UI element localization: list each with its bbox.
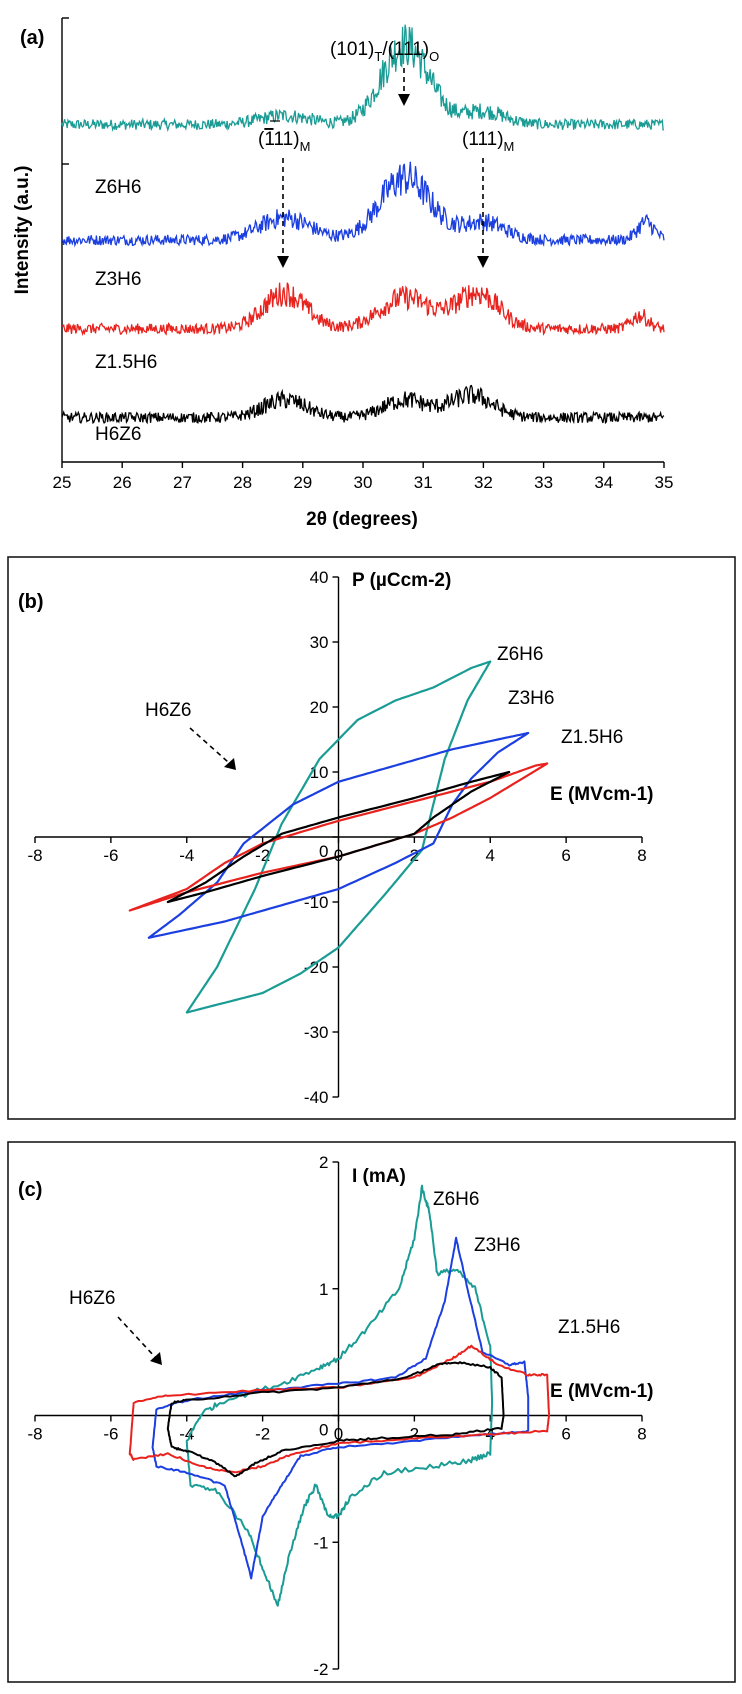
- a-x-tick-label-3: 28: [233, 473, 252, 492]
- a-x-tick-label-5: 30: [354, 473, 373, 492]
- b-y-tick-label-7: -30: [304, 1023, 329, 1042]
- b-loop-z15h6: [128, 762, 549, 912]
- a-x-tick-label-8: 33: [534, 473, 553, 492]
- c-label-z3h6: Z3H6: [474, 1235, 520, 1256]
- a-label-h6z6: H6Z6: [95, 424, 141, 445]
- panel-b-label: (b): [18, 591, 44, 613]
- b-y-tick-label-6: -20: [304, 958, 329, 977]
- c-y-tick-label-2: 0: [319, 1421, 328, 1440]
- a-x-tick-label-0: 25: [53, 473, 72, 492]
- panel-c-series: [128, 1184, 551, 1607]
- panel-a-series: [61, 24, 665, 425]
- c-y-tick-label-1: 1: [319, 1280, 328, 1299]
- c-y-tick-label-3: -1: [313, 1533, 328, 1552]
- panel-a-label: (a): [20, 27, 44, 49]
- a-series-z3h6: [61, 161, 665, 248]
- a-series-z6h6: [61, 24, 665, 133]
- b-x-tick-label-6: 4: [486, 846, 495, 865]
- b-h6z6-arrowhead: [224, 758, 236, 770]
- b-loop-z6h6: [185, 660, 492, 1014]
- c-x-tick-label-1: -6: [103, 1425, 118, 1444]
- a-x-tick-label-6: 31: [414, 473, 433, 492]
- a-label-z3h6: Z3H6: [95, 269, 141, 290]
- b-label-z6h6: Z6H6: [497, 644, 543, 665]
- panel-b-series: [128, 660, 549, 1014]
- a-series-z15h6: [61, 282, 665, 337]
- panel-b-frame: [7, 556, 736, 1120]
- b-x-tick-label-7: 6: [561, 846, 570, 865]
- a-series-h6z6: [61, 384, 665, 425]
- b-x-tick-label-1: -6: [103, 846, 118, 865]
- c-label-z6h6: Z6H6: [433, 1189, 479, 1210]
- c-label-h6z6: H6Z6: [69, 1288, 115, 1309]
- b-loop-h6z6: [166, 770, 511, 904]
- c-h6z6-arrowhead: [150, 1352, 162, 1365]
- panel-c-xlabel: E (MVcm-1): [550, 1381, 653, 1402]
- c-loop-h6z6: [166, 1361, 505, 1478]
- a-x-tick-label-7: 32: [474, 473, 493, 492]
- a-label-z15h6: Z1.5H6: [95, 352, 157, 373]
- b-y-tick-label-8: -40: [304, 1088, 329, 1107]
- peak-label-m-bar-text: (111)M: [258, 129, 310, 154]
- panel-a-ylabel: Intensity (a.u.): [12, 166, 33, 295]
- peak-label-t-o: (101)T/(111)O: [330, 39, 439, 64]
- panel-a: (a) 25 26 27 28 29 30 31 32 33 34 35 Intensity (a.…: [12, 17, 674, 530]
- b-label-z3h6: Z3H6: [508, 688, 554, 709]
- panel-c-label: (c): [18, 1179, 42, 1201]
- c-y-tick-label-0: 2: [319, 1153, 328, 1172]
- c-x-tick-label-8: 8: [637, 1425, 646, 1444]
- a-x-tick-label-2: 27: [173, 473, 192, 492]
- c-x-tick-label-3: -2: [255, 1425, 270, 1444]
- b-h6z6-arrow: [189, 727, 229, 763]
- c-x-tick-label-7: 6: [561, 1425, 570, 1444]
- c-y-tick-label-4: -2: [313, 1660, 328, 1679]
- c-x-tick-label-0: -8: [27, 1425, 42, 1444]
- peak-label-m: (111)M: [462, 129, 514, 154]
- panel-a-x-ticks: 25 26 27 28 29 30 31 32 33 34 35: [53, 462, 674, 492]
- b-label-h6z6: H6Z6: [145, 700, 191, 721]
- c-h6z6-arrow: [117, 1316, 156, 1358]
- b-y-tick-label-1: 30: [310, 633, 329, 652]
- panel-c-frame: [7, 1141, 736, 1683]
- a-x-tick-label-1: 26: [113, 473, 132, 492]
- peak-arrowhead-m: [477, 256, 489, 268]
- b-y-tick-label-0: 40: [310, 568, 329, 587]
- peak-arrowhead-m-bar: [277, 256, 289, 268]
- c-loop-z3h6: [151, 1236, 530, 1580]
- b-y-tick-label-2: 20: [310, 698, 329, 717]
- a-x-tick-label-4: 29: [293, 473, 312, 492]
- c-x-tick-label-4: 0: [334, 1425, 343, 1444]
- b-y-tick-label-4: 0: [319, 842, 328, 861]
- c-x-tick-label-5: 2: [410, 1425, 419, 1444]
- peak-arrowhead-t-o: [398, 94, 410, 106]
- panel-b-xlabel: E (MVcm-1): [550, 784, 653, 805]
- panel-c-ylabel: I (mA): [352, 1166, 406, 1187]
- panel-b-ylabel: P (µCcm-2): [352, 570, 451, 591]
- a-x-tick-label-9: 34: [594, 473, 613, 492]
- b-label-z15h6: Z1.5H6: [561, 727, 623, 748]
- b-x-tick-label-5: 2: [410, 846, 419, 865]
- peak-label-m-bar: (111)M: [258, 120, 310, 154]
- b-x-tick-label-2: -4: [179, 846, 194, 865]
- b-x-tick-label-0: -8: [27, 846, 42, 865]
- a-label-z6h6: Z6H6: [95, 177, 141, 198]
- a-x-tick-label-10: 35: [655, 473, 674, 492]
- c-label-z15h6: Z1.5H6: [558, 1317, 620, 1338]
- b-loop-z3h6: [147, 731, 530, 939]
- c-x-tick-label-2: -4: [179, 1425, 194, 1444]
- b-x-tick-label-8: 8: [637, 846, 646, 865]
- panel-a-xlabel: 2θ (degrees): [306, 509, 418, 530]
